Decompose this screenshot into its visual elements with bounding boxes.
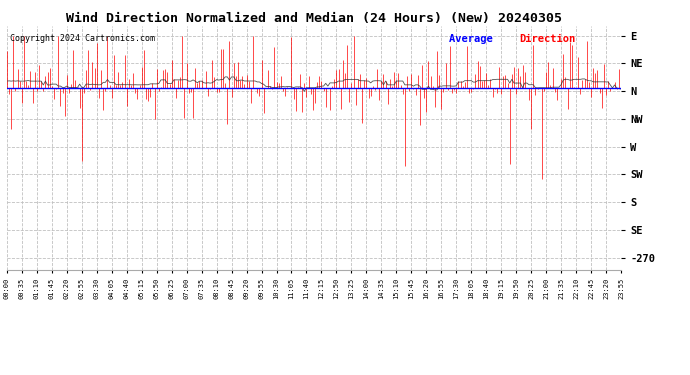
Title: Wind Direction Normalized and Median (24 Hours) (New) 20240305: Wind Direction Normalized and Median (24…	[66, 12, 562, 25]
Text: Direction: Direction	[520, 34, 576, 44]
Text: Average: Average	[449, 34, 499, 44]
Text: Copyright 2024 Cartronics.com: Copyright 2024 Cartronics.com	[10, 34, 155, 43]
